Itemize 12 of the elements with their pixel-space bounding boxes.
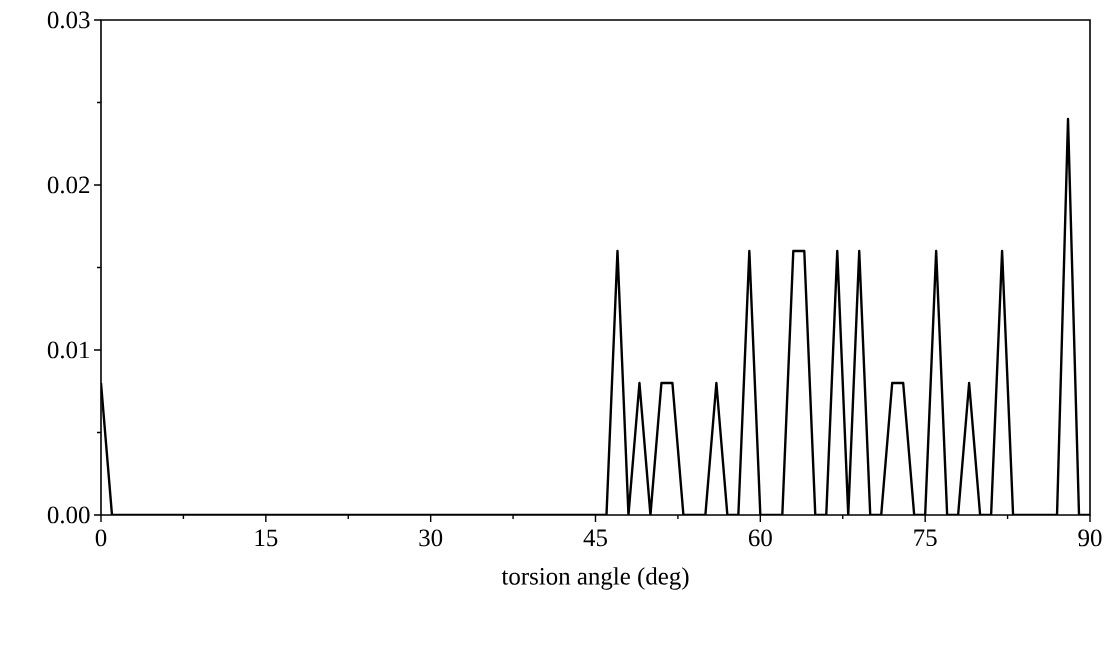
x-tick-label: 30 (419, 529, 443, 547)
x-tick-label: 0 (95, 529, 107, 547)
x-tick-label: 15 (255, 529, 278, 547)
y-tick-label: 0.03 (47, 11, 90, 29)
x-tick-label: 60 (748, 529, 772, 547)
x-axis-title: torsion angle (deg) (501, 567, 689, 590)
x-tick-label: 90 (1078, 529, 1102, 547)
y-tick-label: 0.00 (47, 506, 90, 524)
y-tick-label: 0.01 (47, 341, 89, 359)
x-tick-label: 75 (914, 529, 937, 547)
x-tick-label: 45 (583, 529, 607, 547)
y-tick-label: 0.02 (47, 176, 90, 194)
